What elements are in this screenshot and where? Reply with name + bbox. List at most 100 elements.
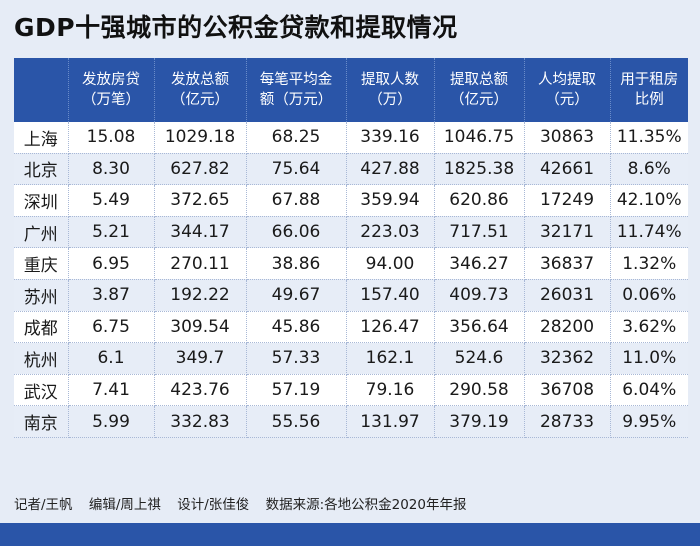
table-row: 南京 5.99 332.83 55.56 131.97 379.19 28733 9.95% bbox=[14, 405, 688, 438]
value-cell: 1.32% bbox=[610, 247, 688, 280]
reporter-credit: 记者/王帆 bbox=[14, 497, 73, 513]
column-header-line1: 每笔平均金 bbox=[259, 72, 333, 88]
value-cell: 359.94 bbox=[346, 184, 435, 217]
column-header: 提取人数 （万） bbox=[346, 58, 435, 122]
value-cell: 157.40 bbox=[346, 279, 435, 312]
value-cell: 423.76 bbox=[154, 374, 247, 407]
column-header-line1: 人均提取 bbox=[538, 72, 596, 88]
table-row: 苏州 3.87 192.22 49.67 157.40 409.73 26031 0.06% bbox=[14, 279, 688, 312]
column-header-line1: 提取人数 bbox=[361, 72, 419, 88]
city-cell: 广州 bbox=[14, 216, 69, 249]
value-cell: 126.47 bbox=[346, 311, 435, 344]
value-cell: 131.97 bbox=[346, 405, 435, 438]
value-cell: 67.88 bbox=[246, 184, 347, 217]
column-header-line2: （亿元） bbox=[450, 92, 508, 108]
city-cell: 重庆 bbox=[14, 247, 69, 280]
value-cell: 45.86 bbox=[246, 311, 347, 344]
value-cell: 11.0% bbox=[610, 342, 688, 375]
value-cell: 36837 bbox=[524, 247, 611, 280]
value-cell: 192.22 bbox=[154, 279, 247, 312]
value-cell: 8.6% bbox=[610, 153, 688, 186]
column-header-line2: （万笔） bbox=[82, 92, 140, 108]
value-cell: 66.06 bbox=[246, 216, 347, 249]
value-cell: 162.1 bbox=[346, 342, 435, 375]
table-row: 深圳 5.49 372.65 67.88 359.94 620.86 17249 42.10% bbox=[14, 184, 688, 217]
column-header-line1: 发放总额 bbox=[171, 72, 229, 88]
value-cell: 57.33 bbox=[246, 342, 347, 375]
column-header-line2: 比例 bbox=[634, 92, 664, 108]
value-cell: 627.82 bbox=[154, 153, 247, 186]
table-row: 广州 5.21 344.17 66.06 223.03 717.51 32171 11.74% bbox=[14, 216, 688, 249]
value-cell: 6.1 bbox=[68, 342, 155, 375]
value-cell: 1029.18 bbox=[154, 122, 247, 154]
value-cell: 5.21 bbox=[68, 216, 155, 249]
city-cell: 南京 bbox=[14, 405, 69, 438]
city-cell: 苏州 bbox=[14, 279, 69, 312]
value-cell: 32171 bbox=[524, 216, 611, 249]
value-cell: 55.56 bbox=[246, 405, 347, 438]
data-table: 发放房贷 （万笔） 发放总额 （亿元） 每笔平均金额（万元） 提取人数 （万） 提取总额 （亿元… bbox=[14, 58, 688, 438]
column-header: 人均提取 （元） bbox=[524, 58, 611, 122]
table-row: 成都 6.75 309.54 45.86 126.47 356.64 28200 3.62% bbox=[14, 311, 688, 344]
column-header-line2: （亿元） bbox=[171, 92, 229, 108]
column-header: 提取总额 （亿元） bbox=[434, 58, 525, 122]
value-cell: 28733 bbox=[524, 405, 611, 438]
value-cell: 32362 bbox=[524, 342, 611, 375]
value-cell: 339.16 bbox=[346, 122, 435, 154]
data-table-container: 发放房贷 （万笔） 发放总额 （亿元） 每笔平均金额（万元） 提取人数 （万） 提取总额 （亿元… bbox=[14, 58, 688, 438]
value-cell: 372.65 bbox=[154, 184, 247, 217]
value-cell: 6.04% bbox=[610, 374, 688, 407]
value-cell: 332.83 bbox=[154, 405, 247, 438]
value-cell: 717.51 bbox=[434, 216, 525, 249]
bottom-bar bbox=[0, 523, 700, 546]
value-cell: 75.64 bbox=[246, 153, 347, 186]
column-header bbox=[14, 58, 69, 122]
column-header-line2: 额（万元） bbox=[259, 92, 333, 108]
column-header: 每笔平均金额（万元） bbox=[246, 58, 347, 122]
value-cell: 17249 bbox=[524, 184, 611, 217]
value-cell: 0.06% bbox=[610, 279, 688, 312]
table-row: 上海 15.08 1029.18 68.25 339.16 1046.75 30863 11.… bbox=[14, 122, 688, 154]
value-cell: 5.49 bbox=[68, 184, 155, 217]
table-body: 上海 15.08 1029.18 68.25 339.16 1046.75 30863 11.… bbox=[14, 122, 688, 438]
value-cell: 379.19 bbox=[434, 405, 525, 438]
value-cell: 28200 bbox=[524, 311, 611, 344]
value-cell: 309.54 bbox=[154, 311, 247, 344]
table-header: 发放房贷 （万笔） 发放总额 （亿元） 每笔平均金额（万元） 提取人数 （万） 提取总额 （亿元… bbox=[14, 58, 688, 122]
value-cell: 6.75 bbox=[68, 311, 155, 344]
value-cell: 1825.38 bbox=[434, 153, 525, 186]
column-header-line1: 提取总额 bbox=[450, 72, 508, 88]
value-cell: 344.17 bbox=[154, 216, 247, 249]
value-cell: 11.35% bbox=[610, 122, 688, 154]
table-row: 杭州 6.1 349.7 57.33 162.1 524.6 32362 11.0% bbox=[14, 342, 688, 375]
value-cell: 49.67 bbox=[246, 279, 347, 312]
value-cell: 36708 bbox=[524, 374, 611, 407]
column-header: 发放房贷 （万笔） bbox=[68, 58, 155, 122]
value-cell: 346.27 bbox=[434, 247, 525, 280]
table-row: 北京 8.30 627.82 75.64 427.88 1825.38 42661 8.6% bbox=[14, 153, 688, 186]
column-header: 发放总额 （亿元） bbox=[154, 58, 247, 122]
column-header-line1: 发放房贷 bbox=[82, 72, 140, 88]
value-cell: 524.6 bbox=[434, 342, 525, 375]
column-header-line2: （元） bbox=[545, 92, 589, 108]
column-header-line2: （万） bbox=[368, 92, 412, 108]
source-credit: 数据来源:各地公积金2020年年报 bbox=[265, 497, 467, 513]
value-cell: 9.95% bbox=[610, 405, 688, 438]
value-cell: 223.03 bbox=[346, 216, 435, 249]
value-cell: 427.88 bbox=[346, 153, 435, 186]
value-cell: 94.00 bbox=[346, 247, 435, 280]
value-cell: 6.95 bbox=[68, 247, 155, 280]
value-cell: 15.08 bbox=[68, 122, 155, 154]
header-row: 发放房贷 （万笔） 发放总额 （亿元） 每笔平均金额（万元） 提取人数 （万） 提取总额 （亿元… bbox=[14, 58, 688, 122]
value-cell: 3.87 bbox=[68, 279, 155, 312]
value-cell: 409.73 bbox=[434, 279, 525, 312]
value-cell: 620.86 bbox=[434, 184, 525, 217]
column-header: 用于租房 比例 bbox=[610, 58, 688, 122]
city-cell: 上海 bbox=[14, 122, 69, 154]
value-cell: 30863 bbox=[524, 122, 611, 154]
value-cell: 26031 bbox=[524, 279, 611, 312]
value-cell: 57.19 bbox=[246, 374, 347, 407]
table-row: 武汉 7.41 423.76 57.19 79.16 290.58 36708 6.04% bbox=[14, 374, 688, 407]
editor-credit: 编辑/周上祺 bbox=[88, 497, 161, 513]
value-cell: 290.58 bbox=[434, 374, 525, 407]
